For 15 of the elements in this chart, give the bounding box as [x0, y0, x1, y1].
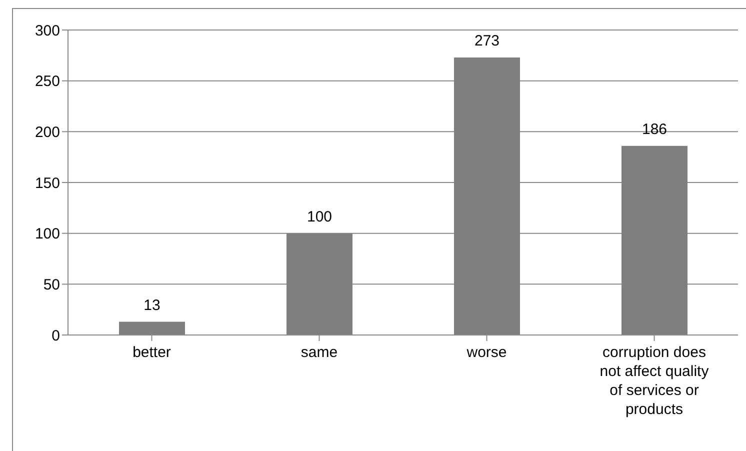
x-tick-label: worse: [466, 344, 507, 361]
data-label: 100: [306, 208, 332, 226]
x-tick-label: same: [300, 344, 338, 361]
y-tick-label: 0: [52, 327, 60, 344]
y-tick-label: 150: [34, 174, 60, 192]
x-tick-label: better: [132, 344, 171, 361]
y-tick-label: 300: [34, 22, 60, 40]
data-label: 13: [144, 296, 160, 314]
data-label: 273: [474, 32, 500, 50]
y-tick-label: 100: [34, 226, 60, 243]
y-tick-label: 200: [34, 124, 60, 141]
data-label: 186: [642, 120, 668, 138]
y-tick-label: 250: [34, 73, 60, 90]
y-tick-label: 50: [43, 276, 60, 294]
x-tick-label: corruption does not affect quality of services or products: [600, 344, 710, 418]
